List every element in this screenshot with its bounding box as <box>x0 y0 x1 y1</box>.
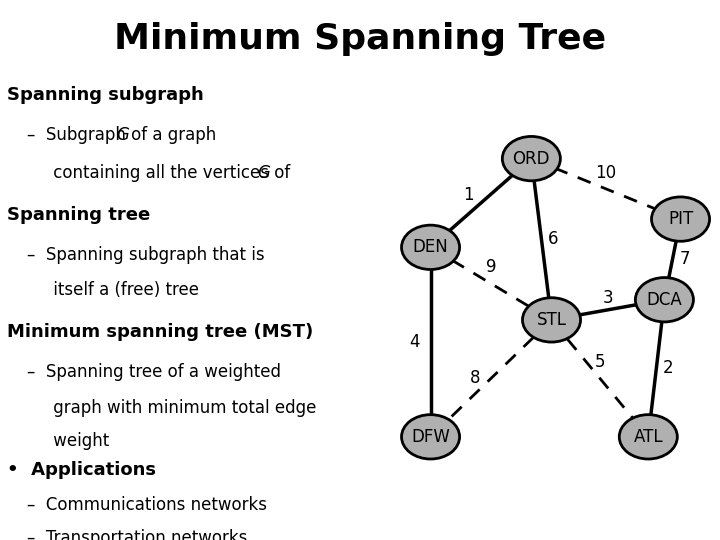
Text: •  Applications: • Applications <box>7 461 156 478</box>
Text: 6: 6 <box>549 230 559 248</box>
Text: G: G <box>257 164 270 182</box>
Text: STL: STL <box>536 311 567 329</box>
Ellipse shape <box>652 197 710 241</box>
Text: DEN: DEN <box>413 238 449 256</box>
Text: Minimum spanning tree (MST): Minimum spanning tree (MST) <box>7 323 313 341</box>
Text: G: G <box>117 126 130 144</box>
Text: 7: 7 <box>680 251 690 268</box>
Text: ATL: ATL <box>634 428 663 446</box>
Text: containing all the vertices of: containing all the vertices of <box>27 164 296 182</box>
Ellipse shape <box>402 415 459 459</box>
Ellipse shape <box>402 225 459 269</box>
Text: –  Spanning tree of a weighted: – Spanning tree of a weighted <box>27 363 281 381</box>
Text: Minimum Spanning Tree: Minimum Spanning Tree <box>114 22 606 56</box>
Text: DCA: DCA <box>647 291 683 309</box>
Text: 8: 8 <box>469 369 480 387</box>
Ellipse shape <box>503 137 560 181</box>
Text: 3: 3 <box>603 289 613 307</box>
Text: –  Communications networks: – Communications networks <box>27 496 267 514</box>
Text: –  Transportation networks: – Transportation networks <box>27 529 248 540</box>
Text: –  Subgraph of a graph: – Subgraph of a graph <box>27 126 222 144</box>
Ellipse shape <box>635 278 693 322</box>
Text: DFW: DFW <box>411 428 450 446</box>
Text: 10: 10 <box>595 164 616 182</box>
Text: graph with minimum total edge: graph with minimum total edge <box>27 399 317 416</box>
Text: Spanning subgraph: Spanning subgraph <box>7 86 204 104</box>
Text: 5: 5 <box>595 353 605 371</box>
Text: 9: 9 <box>486 259 496 276</box>
Ellipse shape <box>523 298 580 342</box>
Text: –  Spanning subgraph that is: – Spanning subgraph that is <box>27 246 265 264</box>
Text: PIT: PIT <box>668 210 693 228</box>
Ellipse shape <box>619 415 678 459</box>
Text: weight: weight <box>27 432 109 450</box>
Text: 2: 2 <box>663 359 674 377</box>
Text: 4: 4 <box>409 333 420 351</box>
Text: itself a (free) tree: itself a (free) tree <box>27 281 199 299</box>
Text: Spanning tree: Spanning tree <box>7 206 150 224</box>
Text: 1: 1 <box>464 186 474 204</box>
Text: ORD: ORD <box>513 150 550 167</box>
